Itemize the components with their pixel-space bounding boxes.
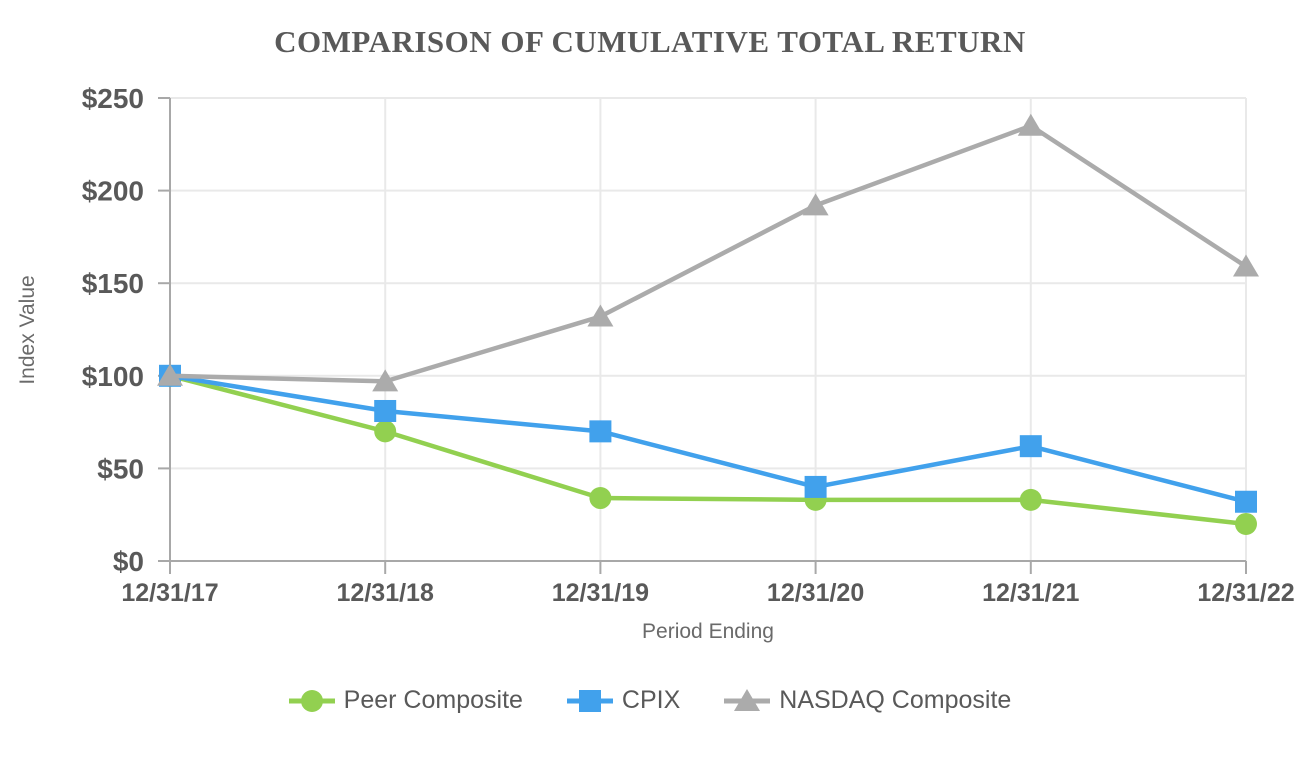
series-marker-nasdaq-composite [1017, 113, 1044, 136]
x-tick-label: 12/31/21 [982, 579, 1079, 607]
series-marker-cpix [374, 399, 397, 422]
legend-item-cpix: CPIX [566, 686, 681, 715]
series-marker-nasdaq-composite [157, 363, 183, 386]
y-tick-label: $100 [82, 361, 144, 392]
y-tick-label: $0 [113, 546, 144, 577]
series-marker-cpix [804, 475, 827, 498]
series-line-nasdaq-composite [167, 123, 1249, 384]
y-tick-label: $250 [82, 83, 144, 114]
series-marker-cpix [1019, 435, 1042, 458]
y-tick-label: $200 [82, 176, 144, 207]
legend-item-nasdaq-composite: NASDAQ Composite [724, 686, 1011, 715]
legend-label-nasdaq-composite: NASDAQ Composite [779, 686, 1012, 714]
series-marker-cpix [1235, 490, 1257, 513]
series-marker-peer-composite [1235, 512, 1257, 535]
peer-composite-marker-icon [288, 689, 335, 712]
x-tick-label: 12/31/22 [1197, 579, 1294, 607]
y-tick-label: $50 [97, 453, 144, 484]
series-marker-nasdaq-composite [802, 193, 829, 216]
legend-label-peer-composite: Peer Composite [343, 686, 523, 714]
series-marker-peer-composite [1019, 488, 1042, 511]
plot-area: $0 $50 $100 $150 $200 $250 12/31/17 12/31/18 12/… [82, 83, 1295, 607]
series-marker-nasdaq-composite [1233, 254, 1259, 277]
legend-glyph-peer-composite [300, 689, 323, 712]
legend-item-peer-composite: Peer Composite [288, 686, 523, 715]
series-line-cpix [167, 373, 1249, 504]
series-marker-peer-composite [589, 487, 612, 510]
x-tick-label: 12/31/19 [552, 579, 649, 607]
legend: Peer Composite CPIX NASDAQ Composite [0, 686, 1300, 715]
cpix-marker-icon [566, 689, 613, 712]
x-axis-title: Period Ending [642, 620, 774, 643]
y-axis-title: Index Value [16, 275, 39, 385]
series-marker-nasdaq-composite [372, 369, 399, 392]
legend-label-cpix: CPIX [621, 686, 681, 714]
x-tick-label: 12/31/18 [337, 579, 434, 607]
x-tick-label: 12/31/17 [121, 579, 218, 607]
series-marker-cpix [589, 420, 612, 443]
y-tick-label: $150 [82, 268, 144, 299]
nasdaq-composite-marker-icon [724, 688, 771, 711]
legend-glyph-nasdaq-composite [734, 688, 761, 711]
chart-title: COMPARISON OF CUMULATIVE TOTAL RETURN [274, 24, 1026, 59]
series-line-peer-composite [167, 373, 1249, 527]
series-marker-peer-composite [374, 420, 397, 443]
legend-glyph-cpix [578, 689, 601, 712]
series-marker-nasdaq-composite [587, 304, 614, 327]
x-tick-label: 12/31/20 [767, 579, 864, 607]
